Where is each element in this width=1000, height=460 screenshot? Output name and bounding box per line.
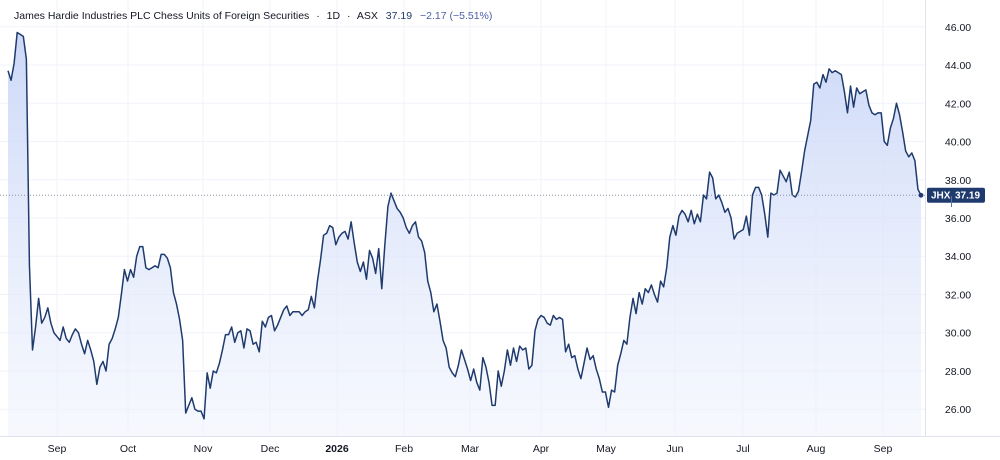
x-tick-label: Dec <box>261 443 280 455</box>
exchange-label: ASX <box>357 10 378 22</box>
last-price-badge-bg <box>927 187 985 203</box>
last-price-marker <box>918 192 924 198</box>
y-axis: 26.00 28.00 30.00 32.00 34.00 36.00 38.00 40.00… <box>945 22 971 416</box>
x-tick-label: 2026 <box>325 443 349 455</box>
y-tick-label: 26.00 <box>945 404 971 416</box>
instrument-name: James Hardie Industries PLC Chess Units … <box>14 10 309 22</box>
badge-symbol: JHX <box>931 191 951 202</box>
y-tick-label: 28.00 <box>945 366 971 378</box>
last-price-badge: JHX 37.19 <box>927 187 985 207</box>
chart-header: James Hardie Industries PLC Chess Units … <box>14 10 492 22</box>
x-tick-label: Jun <box>667 443 684 455</box>
y-tick-label: 42.00 <box>945 98 971 110</box>
x-tick-label: Sep <box>48 443 67 455</box>
x-tick-label: Mar <box>461 443 480 455</box>
price-line-series <box>7 31 922 420</box>
x-tick-label: Oct <box>120 443 136 455</box>
header-separator: · <box>347 10 351 22</box>
badge-price: 37.19 <box>955 191 980 202</box>
x-tick-label: Sep <box>874 443 893 455</box>
header-separator: · <box>316 10 320 22</box>
y-tick-label: 36.00 <box>945 213 971 225</box>
interval-label: 1D <box>327 10 341 22</box>
y-tick-label: 38.00 <box>945 175 971 187</box>
x-tick-label: Nov <box>194 443 213 455</box>
x-tick-label: Apr <box>533 443 550 455</box>
x-tick-label: Feb <box>395 443 413 455</box>
price-area-fill <box>8 32 921 436</box>
x-axis: Sep Oct Nov Dec 2026 Feb Mar Apr May Jun Jul Aug Sep <box>48 443 893 455</box>
y-tick-label: 46.00 <box>945 22 971 34</box>
y-tick-label: 44.00 <box>945 60 971 72</box>
y-tick-label: 34.00 <box>945 251 971 263</box>
y-tick-label: 32.00 <box>945 289 971 301</box>
x-tick-label: Aug <box>807 443 826 455</box>
header-change: −2.17 (−5.51%) <box>420 10 492 22</box>
header-price: 37.19 <box>386 10 412 22</box>
svg-text:James Hardie Industries PLC Ch: James Hardie Industries PLC Chess Units … <box>14 10 492 22</box>
y-tick-label: 30.00 <box>945 328 971 340</box>
x-tick-label: Jul <box>736 443 749 455</box>
y-tick-label: 40.00 <box>945 137 971 149</box>
x-tick-label: May <box>596 443 617 455</box>
